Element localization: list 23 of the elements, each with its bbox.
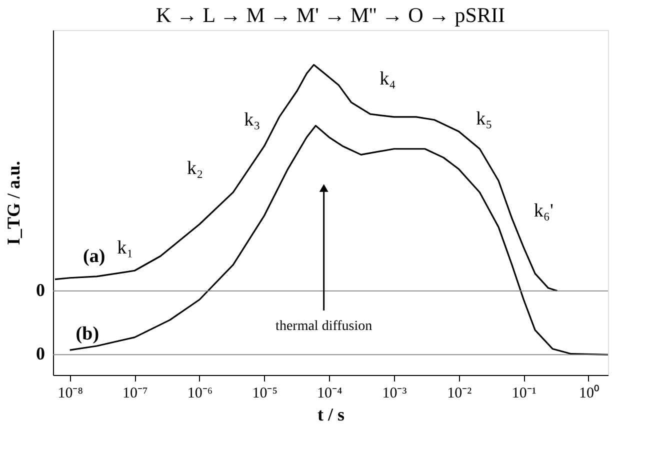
- x-tick-label: 10⁰: [578, 384, 599, 402]
- ref-line-label: 0: [36, 344, 45, 364]
- x-tick-label: 10⁻⁵: [252, 386, 278, 402]
- annotation: k₆': [534, 200, 554, 222]
- annotation: k₃: [244, 110, 260, 131]
- x-tick-label: 10⁻⁷: [122, 386, 148, 402]
- x-tick-label: 10⁻³: [382, 386, 408, 402]
- x-tick-label: 10⁻²: [447, 386, 472, 402]
- x-axis-title: t / s: [318, 404, 344, 424]
- annotation: k₂: [187, 158, 204, 179]
- y-axis-title: I_TG / a.u.: [4, 160, 24, 246]
- x-tick-label: 10⁻¹: [512, 386, 536, 402]
- annotation: k₅: [476, 108, 492, 130]
- x-tick-label: 10⁻⁶: [187, 386, 213, 402]
- annotation: (a): [82, 246, 106, 267]
- ref-line-label: 0: [36, 280, 45, 300]
- x-tick-label: 10⁻⁸: [58, 386, 83, 402]
- annotation: k₄: [380, 68, 396, 90]
- chart-title: K → L → M → M' → M'' → O → pSRII: [156, 3, 505, 27]
- annotation: thermal diffusion: [276, 319, 372, 334]
- annotation: k₁: [117, 237, 134, 258]
- x-tick-label: 10⁻⁴: [317, 386, 342, 402]
- annotation: (b): [76, 324, 100, 345]
